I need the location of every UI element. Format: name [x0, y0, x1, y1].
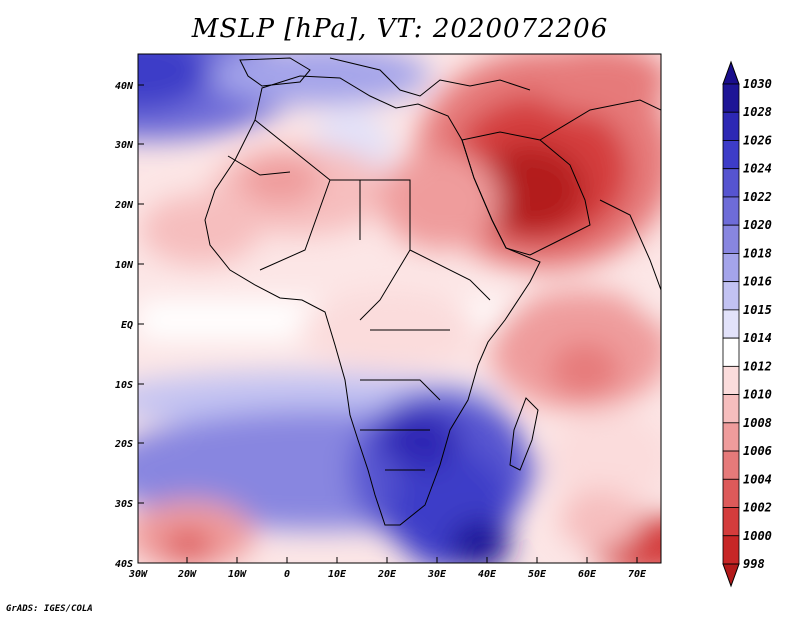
colorbar-label: 1000: [743, 529, 772, 543]
lon-label: 20W: [177, 569, 197, 580]
colorbar-label: 1016: [743, 275, 772, 289]
colorbar-bottom-arrow: [722, 563, 740, 588]
pressure-field: [138, 54, 661, 563]
colorbar-label: 1024: [743, 162, 772, 176]
chart-title: MSLP [hPa], VT: 2020072206: [191, 14, 609, 44]
colorbar-label: 998: [743, 557, 765, 571]
colorbar-label: 1008: [743, 416, 772, 430]
frame-ticks: [138, 84, 638, 563]
lat-label: 40S: [115, 559, 133, 570]
lat-label: 10S: [115, 380, 133, 391]
colorbar-swatch: [722, 168, 740, 198]
colorbar-label: 1004: [743, 472, 772, 486]
credit-text: GrADS: IGES/COLA: [6, 604, 93, 614]
longitude-labels: 30W 20W 10W 0 10E 20E 30E 40E 50E 60E 70…: [128, 569, 647, 580]
colorbar-swatch: [722, 422, 740, 452]
colorbar-swatch: [722, 83, 740, 113]
lon-label: 60E: [578, 569, 597, 580]
lat-label: 10N: [115, 260, 134, 271]
lon-label: 30W: [128, 569, 148, 580]
lon-label: 40E: [478, 569, 497, 580]
colorbar-label: 1026: [743, 133, 772, 147]
lon-label: 0: [284, 569, 290, 580]
lon-label: 30E: [427, 569, 447, 580]
lon-label: 70E: [628, 569, 647, 580]
colorbar-swatch: [722, 478, 740, 508]
map-frame: [137, 53, 662, 564]
colorbar-swatch: [722, 365, 740, 395]
latitude-labels: 40N 30N 20N 10N EQ 10S 20S 30S 40S: [114, 81, 134, 570]
colorbar-swatch: [722, 281, 740, 311]
colorbar-swatch: [722, 535, 740, 565]
colorbar-label: 1018: [743, 246, 772, 260]
colorbar-swatch: [722, 140, 740, 170]
lon-label: 50E: [528, 569, 547, 580]
colorbar-swatch: [722, 196, 740, 226]
lat-label: EQ: [121, 320, 133, 331]
lat-label: 30S: [114, 499, 133, 510]
colorbar-swatch: [722, 507, 740, 537]
colorbar-label: 1012: [743, 359, 772, 373]
colorbar-swatch: [722, 450, 740, 480]
lat-label: 20S: [114, 439, 133, 450]
coastlines: [204, 57, 661, 526]
colorbar-label: 1030: [743, 77, 772, 91]
colorbar-swatch: [722, 309, 740, 339]
lon-label: 20E: [377, 569, 397, 580]
colorbar-label: 1020: [743, 218, 772, 232]
colorbar: 1030 1028 1026 1024 1022 1020 1018 1016 1015 1014…: [722, 60, 772, 588]
colorbar-swatch: [722, 337, 740, 367]
colorbar-swatch: [722, 224, 740, 254]
colorbar-label: 1022: [743, 190, 772, 204]
lon-label: 10E: [328, 569, 347, 580]
colorbar-swatch: [722, 253, 740, 283]
colorbar-label: 1015: [743, 303, 772, 317]
lat-label: 40N: [115, 81, 134, 92]
lat-label: 30N: [114, 140, 134, 151]
colorbar-top-arrow: [722, 60, 740, 85]
colorbar-swatch: [722, 111, 740, 141]
lat-label: 20N: [114, 200, 134, 211]
colorbar-label: 1006: [743, 444, 772, 458]
colorbar-label: 1014: [743, 331, 772, 345]
lon-label: 10W: [228, 569, 247, 580]
colorbar-label: 1028: [743, 105, 772, 119]
colorbar-swatch: [722, 394, 740, 424]
colorbar-label: 1010: [743, 388, 772, 402]
colorbar-label: 1002: [743, 501, 772, 515]
